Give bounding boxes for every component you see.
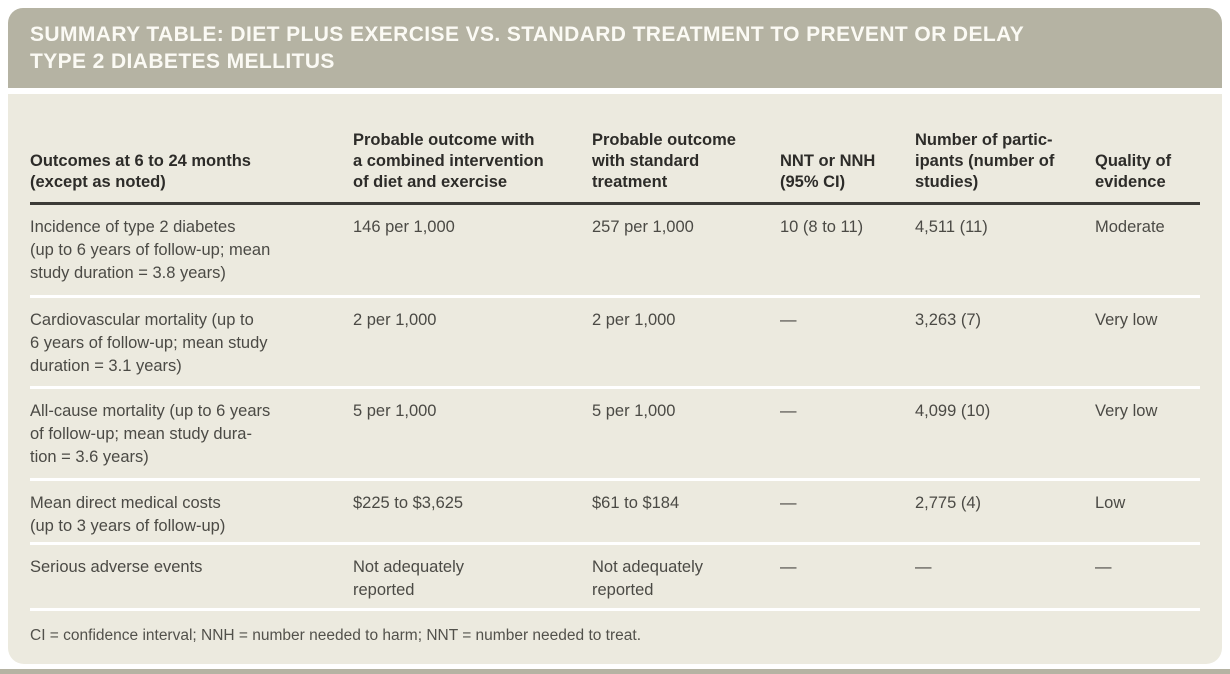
cell-participants: 3,263 (7) bbox=[915, 311, 982, 329]
table-row: Incidence of type 2 diabetes (up to 6 ye… bbox=[30, 205, 1200, 295]
cell-participants: 4,099 (10) bbox=[915, 402, 991, 420]
cell-quality: Moderate bbox=[1095, 218, 1165, 236]
cell-outcome: Incidence of type 2 diabetes (up to 6 ye… bbox=[30, 218, 271, 282]
cell-combined: $225 to $3,625 bbox=[353, 494, 464, 512]
cell-quality: Low bbox=[1095, 494, 1126, 512]
cell-nnt: — bbox=[780, 402, 797, 420]
summary-title-bar: SUMMARY TABLE: DIET PLUS EXERCISE VS. ST… bbox=[8, 8, 1222, 88]
table-row: All-cause mortality (up to 6 years of fo… bbox=[30, 386, 1200, 478]
column-header-combined: Probable outcome with a combined interve… bbox=[353, 131, 544, 191]
table-row: Mean direct medical costs (up to 3 years… bbox=[30, 478, 1200, 542]
column-header-standard: Probable outcome with standard treatment bbox=[592, 131, 736, 191]
cell-outcome: Cardiovascular mortality (up to 6 years … bbox=[30, 311, 268, 375]
cell-standard: Not adequately reported bbox=[592, 558, 703, 599]
page-title: SUMMARY TABLE: DIET PLUS EXERCISE VS. ST… bbox=[30, 23, 1025, 73]
abbreviations-footnote: CI = confidence interval; NNH = number n… bbox=[30, 627, 642, 644]
cell-outcome: All-cause mortality (up to 6 years of fo… bbox=[30, 402, 271, 466]
cell-standard: 257 per 1,000 bbox=[592, 218, 694, 236]
cell-outcome: Serious adverse events bbox=[30, 558, 203, 576]
cell-combined: Not adequately reported bbox=[353, 558, 464, 599]
summary-table-card: Outcomes at 6 to 24 months (except as no… bbox=[8, 94, 1222, 664]
cell-participants: 4,511 (11) bbox=[915, 218, 988, 236]
cell-participants: 2,775 (4) bbox=[915, 494, 982, 512]
column-header-nnt: NNT or NNH (95% CI) bbox=[780, 152, 876, 191]
table-header-row: Outcomes at 6 to 24 months (except as no… bbox=[30, 94, 1200, 202]
cell-participants: — bbox=[915, 558, 932, 576]
table-row: Cardiovascular mortality (up to 6 years … bbox=[30, 295, 1200, 386]
cell-combined: 5 per 1,000 bbox=[353, 402, 437, 420]
cell-nnt: — bbox=[780, 494, 797, 512]
cell-standard: $61 to $184 bbox=[592, 494, 680, 512]
cell-nnt: 10 (8 to 11) bbox=[780, 218, 864, 236]
cell-combined: 2 per 1,000 bbox=[353, 311, 437, 329]
bottom-accent-bar bbox=[0, 669, 1230, 674]
cell-quality: Very low bbox=[1095, 311, 1158, 329]
cell-standard: 5 per 1,000 bbox=[592, 402, 676, 420]
cell-nnt: — bbox=[780, 311, 797, 329]
table-footnote-row: CI = confidence interval; NNH = number n… bbox=[30, 608, 1200, 664]
column-header-quality: Quality of evidence bbox=[1095, 152, 1172, 191]
header-divider-rule bbox=[30, 202, 1200, 205]
cell-quality: — bbox=[1095, 558, 1112, 576]
table-row: Serious adverse events Not adequately re… bbox=[30, 542, 1200, 608]
cell-quality: Very low bbox=[1095, 402, 1158, 420]
cell-combined: 146 per 1,000 bbox=[353, 218, 455, 236]
column-header-outcomes: Outcomes at 6 to 24 months (except as no… bbox=[30, 152, 251, 191]
cell-nnt: — bbox=[780, 558, 797, 576]
cell-standard: 2 per 1,000 bbox=[592, 311, 676, 329]
column-header-participants: Number of partic- ipants (number of stud… bbox=[915, 131, 1055, 191]
cell-outcome: Mean direct medical costs (up to 3 years… bbox=[30, 494, 226, 535]
